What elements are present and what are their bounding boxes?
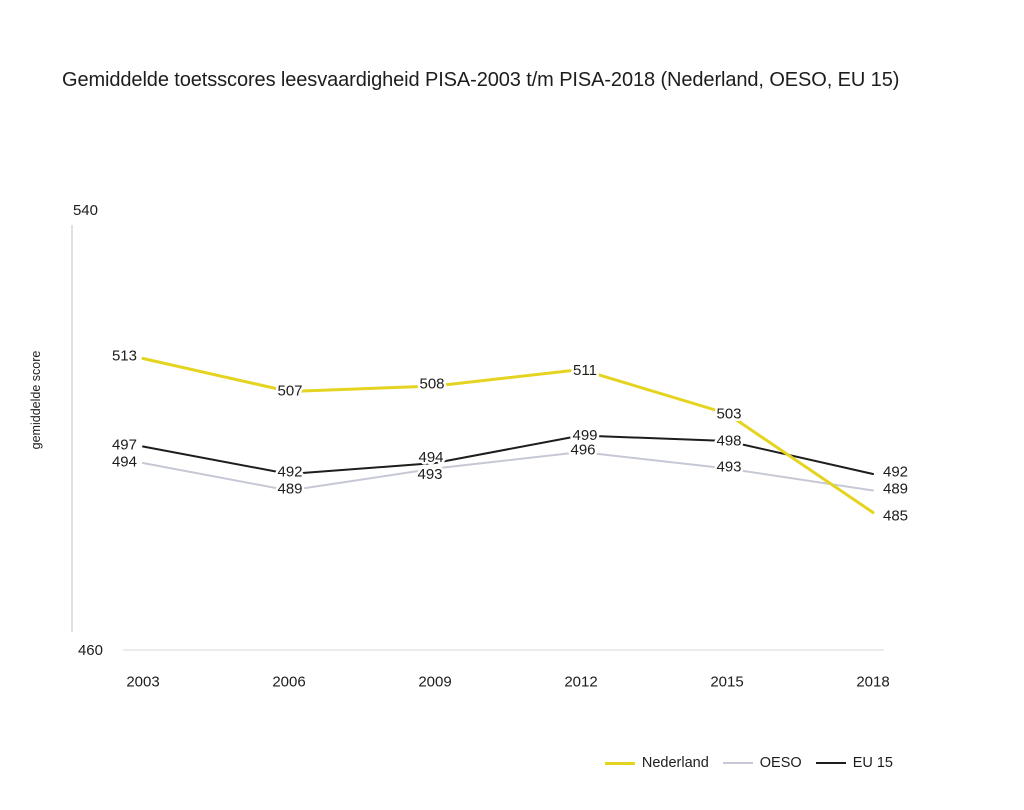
data-label-oeso-2003: 494 [112, 454, 137, 471]
data-label-nederland-2003: 513 [112, 348, 137, 365]
eu15-line-swatch [815, 762, 846, 764]
x-tick-label-2009: 2009 [418, 674, 451, 691]
x-tick-label-2018: 2018 [856, 674, 889, 691]
data-label-nederland-2009: 508 [419, 376, 444, 393]
x-tick-label-2012: 2012 [564, 674, 597, 691]
data-label-eu15-2006: 492 [277, 464, 302, 481]
chart-title: Gemiddelde toetsscores leesvaardigheid P… [62, 69, 900, 91]
nederland-line-swatch [604, 761, 635, 765]
data-label-nederland-2006: 507 [277, 383, 302, 400]
data-label-oeso-2015: 493 [716, 459, 741, 476]
data-label-eu15-2012: 499 [572, 427, 597, 444]
legend-label-nederland: Nederland [641, 755, 709, 771]
data-label-nederland-2015: 503 [716, 406, 741, 423]
data-label-eu15-2003: 497 [112, 437, 137, 454]
series-line-nederland [141, 357, 875, 514]
data-label-oeso-2012: 496 [570, 442, 595, 459]
data-label-nederland-2012: 511 [573, 362, 597, 379]
legend-item-eu15: EU 15 [815, 755, 893, 771]
data-label-nederland-2018: 485 [883, 508, 908, 525]
x-tick-label-2003: 2003 [126, 674, 159, 691]
x-tick-label-2015: 2015 [710, 674, 743, 691]
series-line-eu15 [142, 434, 874, 475]
legend-item-nederland: Nederland [604, 755, 709, 771]
x-tick-label-2006: 2006 [272, 674, 305, 691]
oeso-line-swatch [722, 762, 753, 764]
legend: Nederland OESO EU 15 [604, 755, 893, 771]
y-tick-460: 460 [77, 642, 103, 659]
legend-label-oeso: OESO [759, 755, 802, 771]
data-label-oeso-2009: 493 [417, 466, 442, 483]
legend-label-eu15: EU 15 [852, 755, 893, 771]
data-label-eu15-2009: 494 [418, 449, 443, 466]
series-line-oeso [142, 451, 874, 492]
y-tick-540: 540 [72, 202, 98, 219]
data-label-eu15-2015: 498 [716, 433, 741, 450]
data-label-oeso-2018: 489 [883, 481, 908, 498]
legend-item-oeso: OESO [722, 755, 802, 771]
data-label-eu15-2018: 492 [883, 464, 908, 481]
data-label-oeso-2006: 489 [277, 481, 302, 498]
